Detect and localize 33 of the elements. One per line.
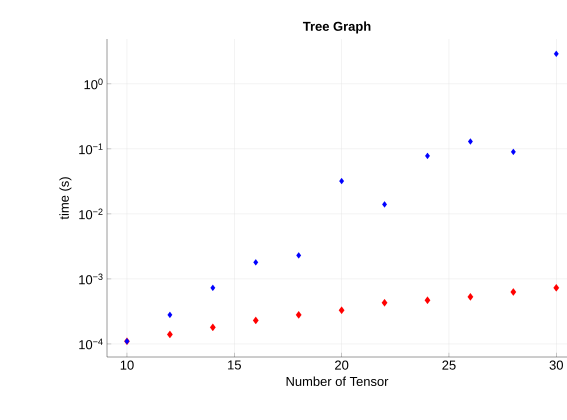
point (296, 252, 302, 259)
y-tick-label: 10$^{−1}$ (79, 144, 103, 154)
point (382, 298, 388, 307)
point (382, 201, 387, 208)
y-tick-label: 10$^{−2}$ (79, 208, 103, 220)
point (510, 148, 516, 156)
point (210, 284, 216, 292)
point (253, 259, 258, 266)
chart-title: Tree Graph (302, 21, 370, 34)
x-tick-label: 10 (120, 360, 134, 370)
x-tick-label: 25 (442, 360, 456, 370)
x-axis-title: Number of Tensor (286, 376, 388, 386)
point (468, 293, 474, 301)
point (167, 312, 172, 318)
point (338, 306, 345, 314)
point (167, 330, 173, 338)
point (553, 284, 560, 292)
x-tick-label: 30 (550, 360, 563, 370)
y-tick-label: 10$^{−4}$ (79, 338, 103, 350)
point (510, 288, 516, 296)
y-tick-label: 10$^{−3}$ (79, 274, 103, 284)
x-tick-label: 15 (228, 360, 241, 370)
x-tick-label: 20 (335, 360, 348, 370)
point (468, 138, 473, 145)
point (424, 296, 430, 304)
point (339, 178, 344, 184)
point (554, 50, 559, 57)
y-axis-title: time (s) (59, 177, 72, 220)
point (425, 152, 430, 160)
point (210, 324, 216, 332)
point (252, 316, 259, 324)
y-tick-label: 10$^{0}$ (84, 78, 103, 90)
point (296, 311, 302, 319)
